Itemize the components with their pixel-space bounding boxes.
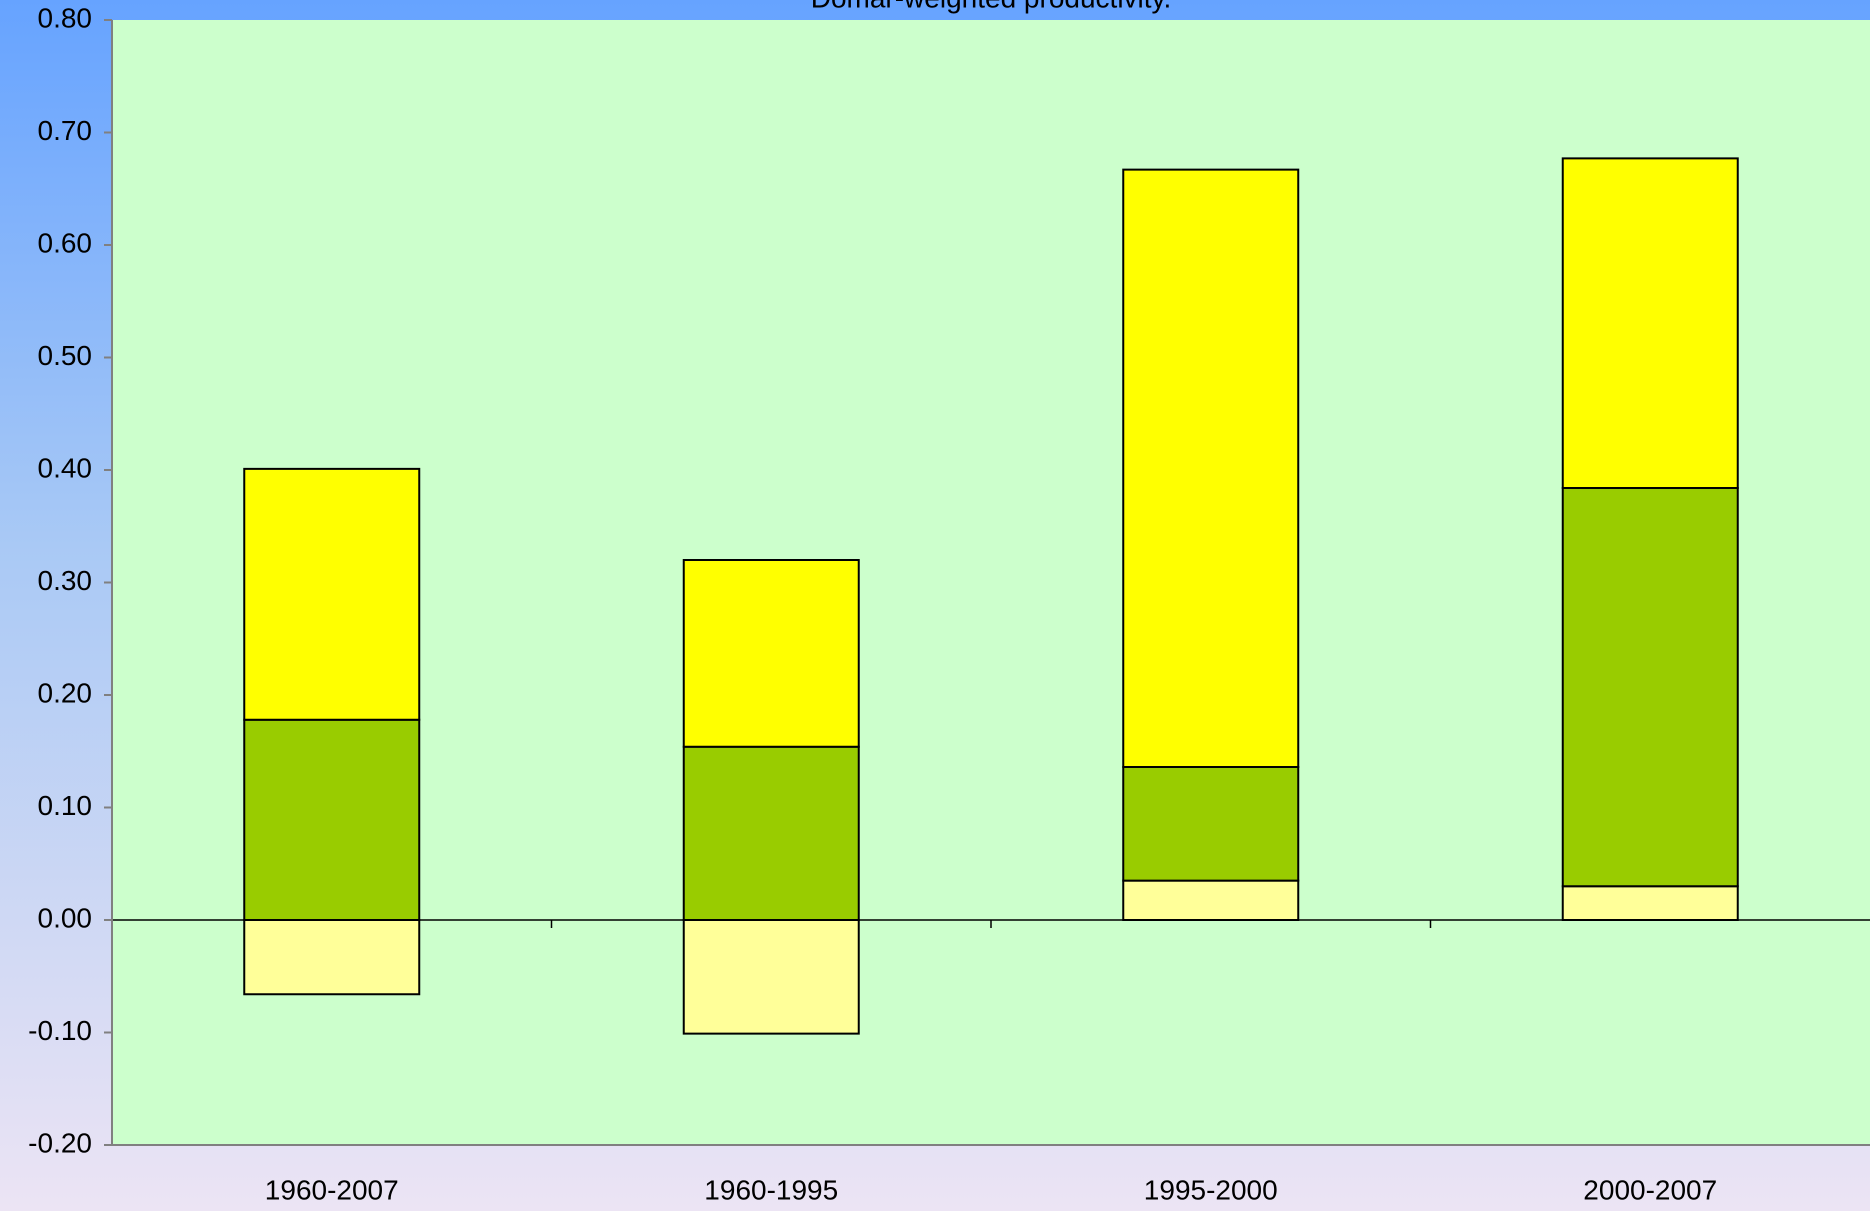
y-tick-label: 0.60 xyxy=(38,227,93,258)
y-tick-label: 0.10 xyxy=(38,790,93,821)
y-tick-label: -0.10 xyxy=(28,1015,92,1046)
bar-segment xyxy=(1561,157,1739,489)
y-tick-label: 0.30 xyxy=(38,565,93,596)
bar-segment xyxy=(1122,879,1300,921)
chart-title: Domar-weighted productivity. xyxy=(811,0,1172,13)
y-tick-label: 0.00 xyxy=(38,902,93,933)
y-tick-label: 0.80 xyxy=(38,2,93,33)
bar-segment xyxy=(1561,885,1739,921)
bar-segment xyxy=(243,467,421,721)
bar-segment xyxy=(1122,168,1300,768)
y-tick-label: -0.20 xyxy=(28,1127,92,1158)
x-tick-label: 1960-1995 xyxy=(704,1174,838,1205)
x-tick-label: 2000-2007 xyxy=(1583,1174,1717,1205)
bar-segment xyxy=(682,919,860,1035)
y-tick-label: 0.40 xyxy=(38,452,93,483)
bar-segment xyxy=(243,718,421,921)
bar-segment xyxy=(1122,766,1300,882)
bar-segment xyxy=(682,745,860,921)
bar-segment xyxy=(682,559,860,748)
bar-segment xyxy=(243,919,421,996)
y-tick-label: 0.70 xyxy=(38,115,93,146)
y-tick-label: 0.50 xyxy=(38,340,93,371)
x-tick-label: 1960-2007 xyxy=(265,1174,399,1205)
x-tick-label: 1995-2000 xyxy=(1144,1174,1278,1205)
bar-segment xyxy=(1561,487,1739,888)
y-tick-label: 0.20 xyxy=(38,677,93,708)
